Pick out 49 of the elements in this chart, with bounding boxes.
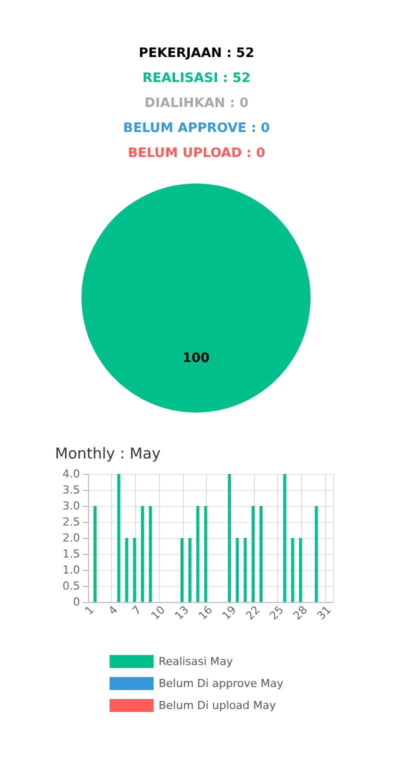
bar bbox=[196, 506, 200, 602]
y-tick-label: 4.0 bbox=[62, 468, 80, 480]
text: BELUM APPROVE : 0 bbox=[123, 121, 270, 136]
data-label: 100 bbox=[182, 351, 210, 366]
bar bbox=[260, 506, 263, 602]
x-tick-label: 4 bbox=[106, 603, 120, 618]
y-tick-label: 1.5 bbox=[62, 548, 80, 560]
x-tick-label: 31 bbox=[314, 603, 334, 622]
x-tick-label: 16 bbox=[196, 603, 216, 622]
bar bbox=[299, 538, 302, 602]
bar bbox=[140, 506, 144, 602]
bar bbox=[188, 538, 192, 602]
y-tick-label: 2.5 bbox=[62, 516, 80, 528]
bar bbox=[180, 538, 184, 602]
chart-title: Monthly : May bbox=[55, 444, 161, 462]
x-tick-label: 1 bbox=[82, 603, 97, 618]
text: PEKERJAAN : 52 bbox=[138, 46, 254, 61]
x-tick-label: 25 bbox=[267, 603, 286, 622]
y-tick-label: 3.0 bbox=[62, 500, 80, 512]
y-tick-label: 1.0 bbox=[62, 564, 80, 576]
bar bbox=[94, 506, 97, 602]
text: BELUM UPLOAD : 0 bbox=[128, 146, 266, 161]
bar bbox=[133, 538, 136, 602]
x-tick-label: 7 bbox=[130, 603, 144, 618]
bar bbox=[283, 474, 286, 602]
legend-label: Realisasi May bbox=[158, 655, 234, 668]
x-tick-label: 22 bbox=[243, 603, 263, 622]
x-tick-label: 28 bbox=[290, 603, 310, 622]
y-tick-label: 0.5 bbox=[62, 580, 80, 592]
bar bbox=[244, 538, 247, 602]
bar bbox=[125, 538, 128, 602]
bar bbox=[117, 474, 120, 602]
x-tick-label: 19 bbox=[220, 603, 239, 622]
bar bbox=[314, 506, 318, 602]
y-tick-label: 0 bbox=[73, 596, 80, 608]
bar bbox=[252, 506, 255, 602]
y-tick-label: 3.5 bbox=[62, 484, 80, 496]
text: DIALIHKAN : 0 bbox=[144, 96, 248, 111]
text: REALISASI : 52 bbox=[142, 71, 251, 86]
legend-label: Belum Di approve May bbox=[158, 677, 284, 690]
y-tick-label: 2.0 bbox=[62, 532, 80, 544]
legend-label: Belum Di upload May bbox=[158, 699, 276, 712]
x-tick-label: 10 bbox=[148, 603, 168, 622]
bar bbox=[236, 538, 239, 602]
bar bbox=[291, 538, 294, 602]
x-tick-label: 13 bbox=[172, 603, 192, 622]
bar bbox=[148, 506, 152, 602]
bar bbox=[204, 506, 208, 602]
bar bbox=[228, 474, 231, 602]
